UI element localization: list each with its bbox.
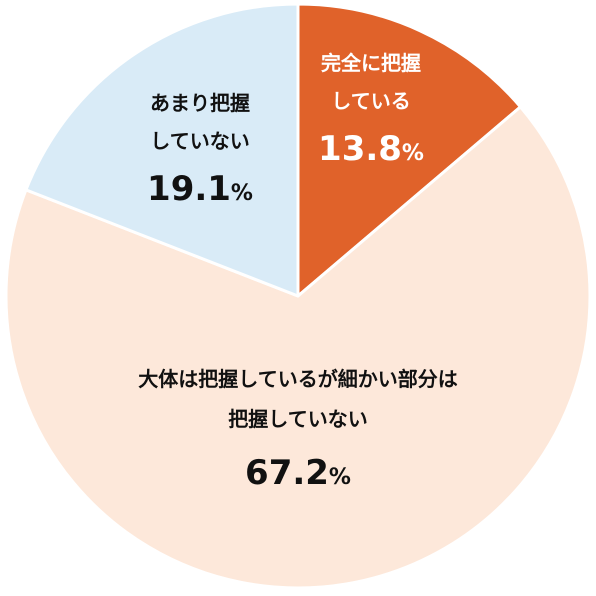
slice-1-label-line-2: している: [331, 89, 410, 113]
pie-slice-2: [4, 105, 592, 590]
slice-2-label-line-1: 大体は把握しているが細かい部分は: [138, 367, 457, 391]
slice-1-label-line-1: 完全に把握: [321, 51, 421, 75]
slice-1-percent-unit: %: [402, 141, 424, 166]
slice-3-percent-unit: %: [231, 181, 253, 206]
pie-labels: 完全に把握している13.8%大体は把握しているが細かい部分は把握していない67.…: [138, 51, 457, 493]
slice-3-label-line-2: していない: [150, 129, 249, 153]
pie-slice-3: [24, 2, 300, 298]
slice-2-label-line-2: 把握していない: [228, 407, 367, 431]
slice-2-percent-unit: %: [329, 465, 351, 490]
pie-slice-1: [296, 2, 522, 298]
pie-slices: [4, 2, 592, 590]
slice-3-label-line-1: あまり把握: [150, 91, 250, 115]
